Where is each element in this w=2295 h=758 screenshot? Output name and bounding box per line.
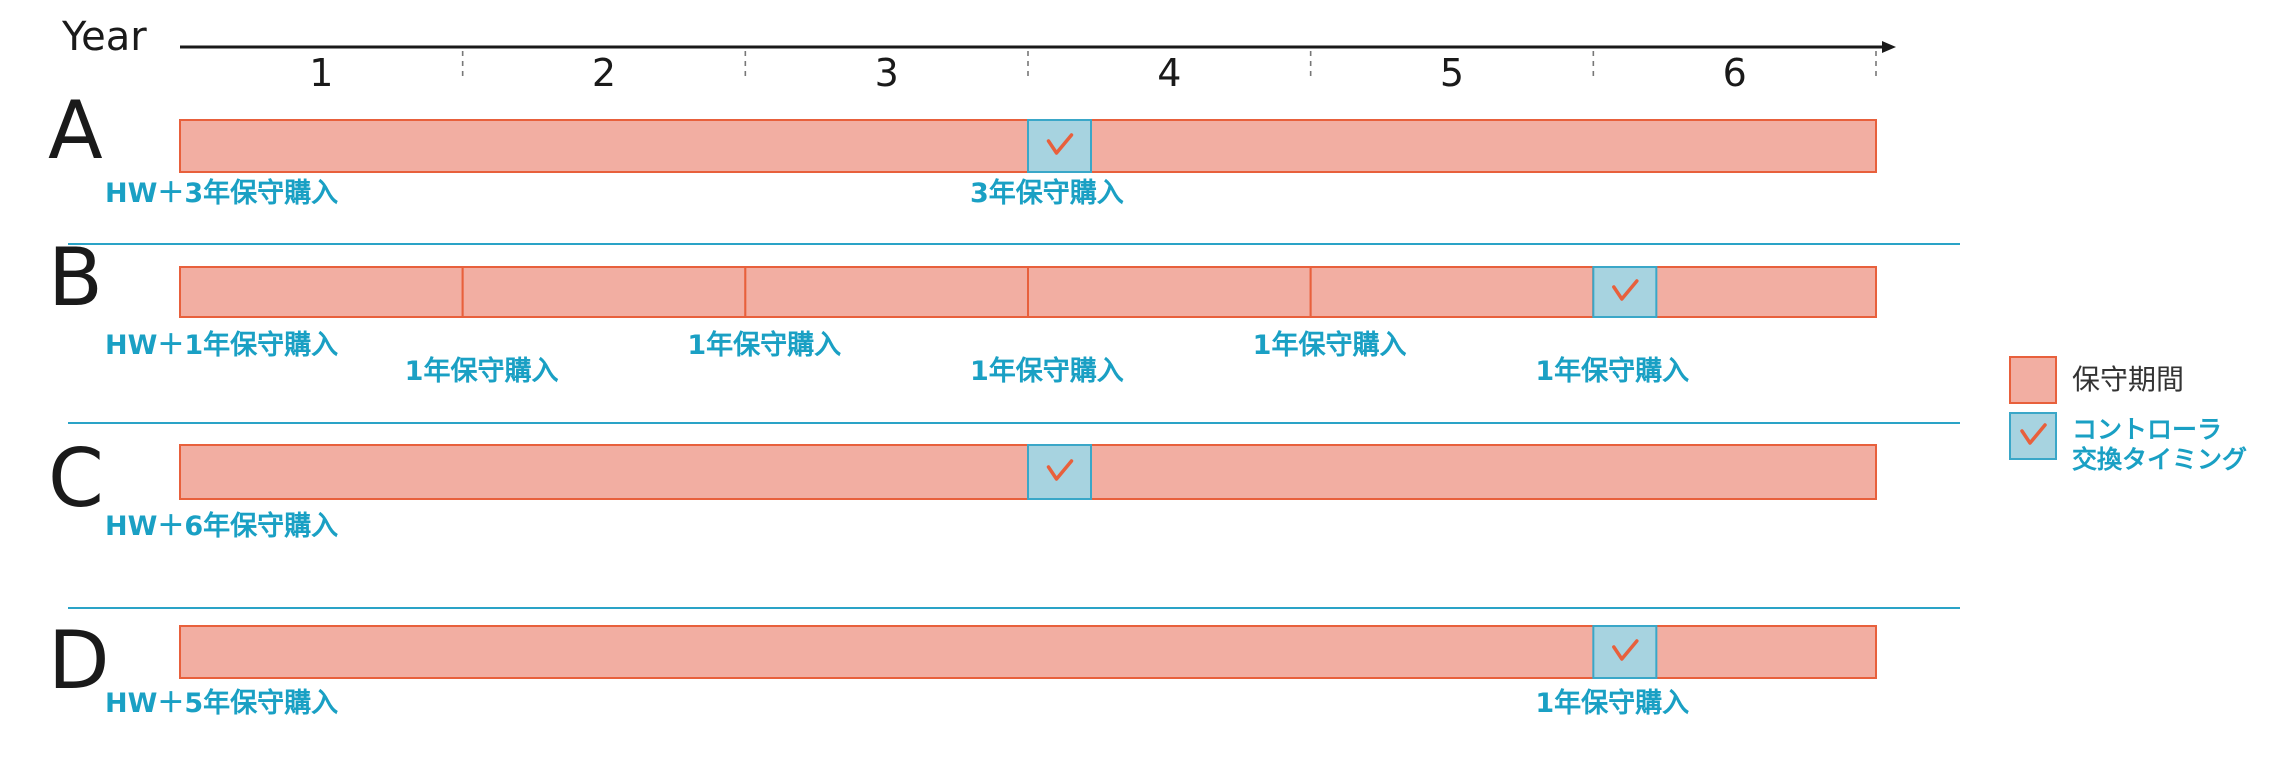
legend-controller-label-line2: 交換タイミング xyxy=(2072,445,2247,474)
purchase-annotation: HW＋3年保守購入 xyxy=(105,177,338,209)
purchase-annotation: HW＋6年保守購入 xyxy=(105,510,338,542)
maintenance-bar xyxy=(1309,266,1595,318)
rows: AHW＋3年保守購入 3年保守購入 BHW＋1年保守購入 1年保守購入 1年保守購入 1年… xyxy=(48,84,1960,719)
year-label: 6 xyxy=(1723,51,1747,95)
year-axis: Year 1 2 3 4 5 6 xyxy=(61,14,1896,95)
row-letter: D xyxy=(48,614,110,707)
purchase-annotation: 1年保守購入 xyxy=(1253,329,1407,361)
purchase-annotation: HW＋1年保守購入 xyxy=(105,329,338,361)
check-icon xyxy=(2020,423,2047,445)
purchase-annotation: 3年保守購入 xyxy=(970,177,1124,209)
purchase-annotation: 1年保守購入 xyxy=(970,355,1124,387)
check-icon xyxy=(1046,133,1074,155)
check-icon xyxy=(1046,459,1074,481)
axis-label: Year xyxy=(61,14,147,60)
legend-controller-label-line1: コントローラ xyxy=(2072,415,2222,444)
maintenance-bar xyxy=(461,266,747,318)
axis-arrow-icon xyxy=(1882,41,1896,53)
legend-maintenance-label: 保守期間 xyxy=(2072,363,2184,396)
year-label: 4 xyxy=(1157,51,1181,95)
maintenance-bar xyxy=(744,266,1029,318)
purchase-annotation: 1年保守購入 xyxy=(1535,355,1689,387)
year-label: 2 xyxy=(592,51,616,95)
row-letter: C xyxy=(48,432,104,525)
row-c: CHW＋6年保守購入 xyxy=(48,432,1877,542)
purchase-annotation: HW＋5年保守購入 xyxy=(105,687,338,719)
legend-controller-swatch xyxy=(2009,412,2057,460)
year-label: 3 xyxy=(875,51,899,95)
row-d: DHW＋5年保守購入 1年保守購入 xyxy=(48,614,1877,719)
purchase-annotation: 1年保守購入 xyxy=(1535,687,1689,719)
purchase-annotation: 1年保守購入 xyxy=(405,355,559,387)
year-label: 5 xyxy=(1440,51,1464,95)
controller-swap-marker xyxy=(1592,625,1658,679)
check-icon xyxy=(1612,639,1639,661)
controller-swap-marker xyxy=(1592,266,1658,318)
year-label: 1 xyxy=(309,51,333,95)
row-letter: A xyxy=(48,84,103,177)
maintenance-bar xyxy=(1027,266,1312,318)
row-letter: B xyxy=(48,231,103,324)
row-a: AHW＋3年保守購入 3年保守購入 xyxy=(48,84,1877,209)
controller-swap-marker xyxy=(1027,119,1092,173)
legend-maintenance-swatch xyxy=(2009,356,2057,404)
purchase-annotation: 1年保守購入 xyxy=(687,329,841,361)
controller-swap-marker xyxy=(1027,444,1092,500)
maintenance-bar xyxy=(179,266,464,318)
row-b: BHW＋1年保守購入 1年保守購入 1年保守購入 1年保守購入 1年保守購入 1年保守購入 xyxy=(48,231,1878,387)
check-icon xyxy=(1612,279,1639,301)
